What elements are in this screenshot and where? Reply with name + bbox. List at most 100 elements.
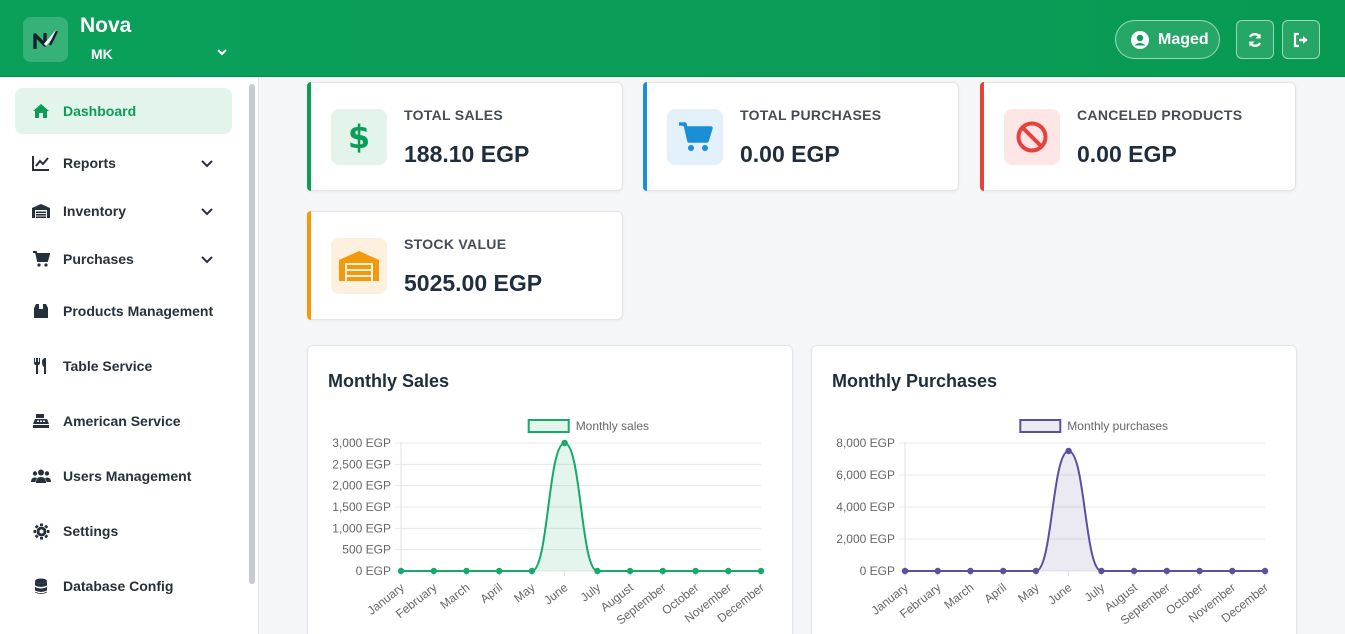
monthly-purchases-chart: Monthly purchases 0 EGP 2,000 EGP 4,000 EGP… [836, 419, 1271, 628]
data-point [1065, 447, 1072, 455]
y-tick-label: 6,000 EGP [836, 468, 895, 482]
data-point [659, 567, 667, 575]
gear-icon [33, 523, 49, 539]
y-tick-label: 2,500 EGP [332, 457, 391, 471]
y-tick-label: 0 EGP [860, 564, 895, 578]
stat-label: CANCELED PRODUCTS [1077, 107, 1243, 123]
monthly-sales-chart: Monthly sales 0 EGP 500 EGP 1,000 EGP 1,500 … [332, 419, 767, 628]
sidebar-item-label: Table Service [63, 358, 153, 374]
canceled-products-card: CANCELED PRODUCTS 0.00 EGP [980, 82, 1296, 191]
sidebar-item-users-management[interactable]: Users Management [15, 453, 232, 499]
data-point [430, 567, 437, 575]
y-tick-label: 4,000 EGP [836, 500, 895, 514]
data-point [1261, 567, 1269, 575]
sidebar-item-label: Reports [63, 155, 116, 171]
sidebar-item-label: American Service [63, 413, 181, 429]
cash-register-icon [33, 414, 49, 428]
stock-value-card: STOCK VALUE 5025.00 EGP [307, 211, 623, 320]
data-point [1163, 567, 1171, 575]
user-menu-button[interactable]: Maged [1115, 20, 1220, 59]
legend-label: Monthly purchases [1067, 419, 1168, 433]
sidebar-item-dashboard[interactable]: Dashboard [15, 88, 232, 134]
y-tick-label: 8,000 EGP [836, 436, 895, 450]
data-point [561, 439, 568, 447]
sidebar-item-label: Database Config [63, 578, 174, 594]
data-point [594, 567, 601, 575]
data-point [901, 567, 909, 575]
x-tick-label: May [1015, 580, 1041, 605]
sidebar-scrollbar[interactable] [249, 84, 255, 584]
data-point [1098, 567, 1105, 575]
chart-title: Monthly Purchases [832, 371, 998, 391]
sidebar-item-products-management[interactable]: Products Management [15, 288, 232, 334]
chevron-down-icon [201, 256, 213, 264]
logout-button[interactable] [1282, 20, 1320, 59]
sidebar-item-label: Purchases [63, 251, 134, 267]
legend-swatch [527, 419, 570, 433]
chart-title: Monthly Sales [328, 371, 450, 391]
sidebar-item-label: Users Management [63, 468, 192, 484]
app-title: Nova [80, 14, 132, 37]
sidebar-item-label: Settings [63, 523, 119, 539]
legend-swatch [1019, 419, 1062, 433]
sidebar-item-american-service[interactable]: American Service [15, 398, 232, 444]
logo[interactable] [23, 17, 68, 62]
x-tick-label: March [437, 580, 472, 612]
stat-label: TOTAL PURCHASES [740, 107, 882, 123]
data-point [495, 567, 503, 575]
y-tick-label: 1,500 EGP [332, 500, 391, 514]
sidebar-item-inventory[interactable]: Inventory [15, 188, 232, 234]
utensils-icon [34, 358, 46, 374]
branch-selector[interactable]: MK [91, 46, 113, 62]
data-point [528, 567, 536, 575]
user-circle-icon [1131, 30, 1149, 49]
x-tick-label: June [1045, 580, 1074, 607]
sidebar-item-label: Dashboard [63, 103, 137, 119]
x-tick-label: July [578, 580, 603, 604]
sidebar-item-purchases[interactable]: Purchases [15, 236, 232, 282]
chevron-down-icon [201, 160, 213, 168]
stat-value: 0.00 EGP [1077, 141, 1177, 167]
sidebar-item-label: Inventory [63, 203, 127, 219]
data-point [1196, 567, 1203, 575]
stat-label: STOCK VALUE [404, 236, 507, 252]
y-tick-label: 3,000 EGP [332, 436, 391, 450]
y-tick-label: 500 EGP [342, 543, 391, 557]
data-point [1032, 567, 1040, 575]
y-tick-label: 2,000 EGP [332, 479, 391, 493]
monthly-sales-card: Monthly Sales Monthly sales 0 EGP 500 EGP 1… [307, 345, 793, 634]
y-tick-label: 2,000 EGP [836, 532, 895, 546]
top-header: Nova MK Maged [0, 0, 1345, 77]
chart-line-icon [32, 156, 49, 171]
x-tick-label: June [541, 580, 570, 607]
y-tick-label: 0 EGP [356, 564, 391, 578]
dollar-icon: $ [331, 109, 387, 165]
chevron-down-icon[interactable] [215, 45, 229, 59]
data-point [967, 567, 974, 575]
sidebar-item-database-config[interactable]: Database Config [15, 563, 232, 609]
home-icon [33, 104, 49, 118]
chevron-down-icon [201, 208, 213, 216]
database-icon [35, 578, 47, 594]
sidebar-item-reports[interactable]: Reports [15, 140, 232, 186]
x-tick-label: May [511, 580, 537, 605]
data-point [725, 567, 732, 575]
monthly-purchases-card: Monthly Purchases Monthly purchases 0 EGP… [811, 345, 1297, 634]
x-tick-label: April [477, 580, 505, 606]
refresh-icon [1248, 32, 1262, 47]
data-point [397, 567, 405, 575]
stat-value: 188.10 EGP [404, 141, 530, 167]
warehouse-icon [32, 204, 50, 218]
data-point [999, 567, 1007, 575]
x-tick-label: March [941, 580, 976, 612]
sidebar-item-table-service[interactable]: Table Service [15, 343, 232, 389]
svg-text:$: $ [348, 120, 370, 154]
data-point [1130, 567, 1138, 575]
data-point [692, 567, 699, 575]
x-tick-label: April [981, 580, 1009, 606]
refresh-button[interactable] [1236, 20, 1274, 59]
data-point [463, 567, 470, 575]
cart-icon [33, 251, 50, 267]
y-tick-label: 1,000 EGP [332, 521, 391, 535]
sidebar-item-settings[interactable]: Settings [15, 508, 232, 554]
